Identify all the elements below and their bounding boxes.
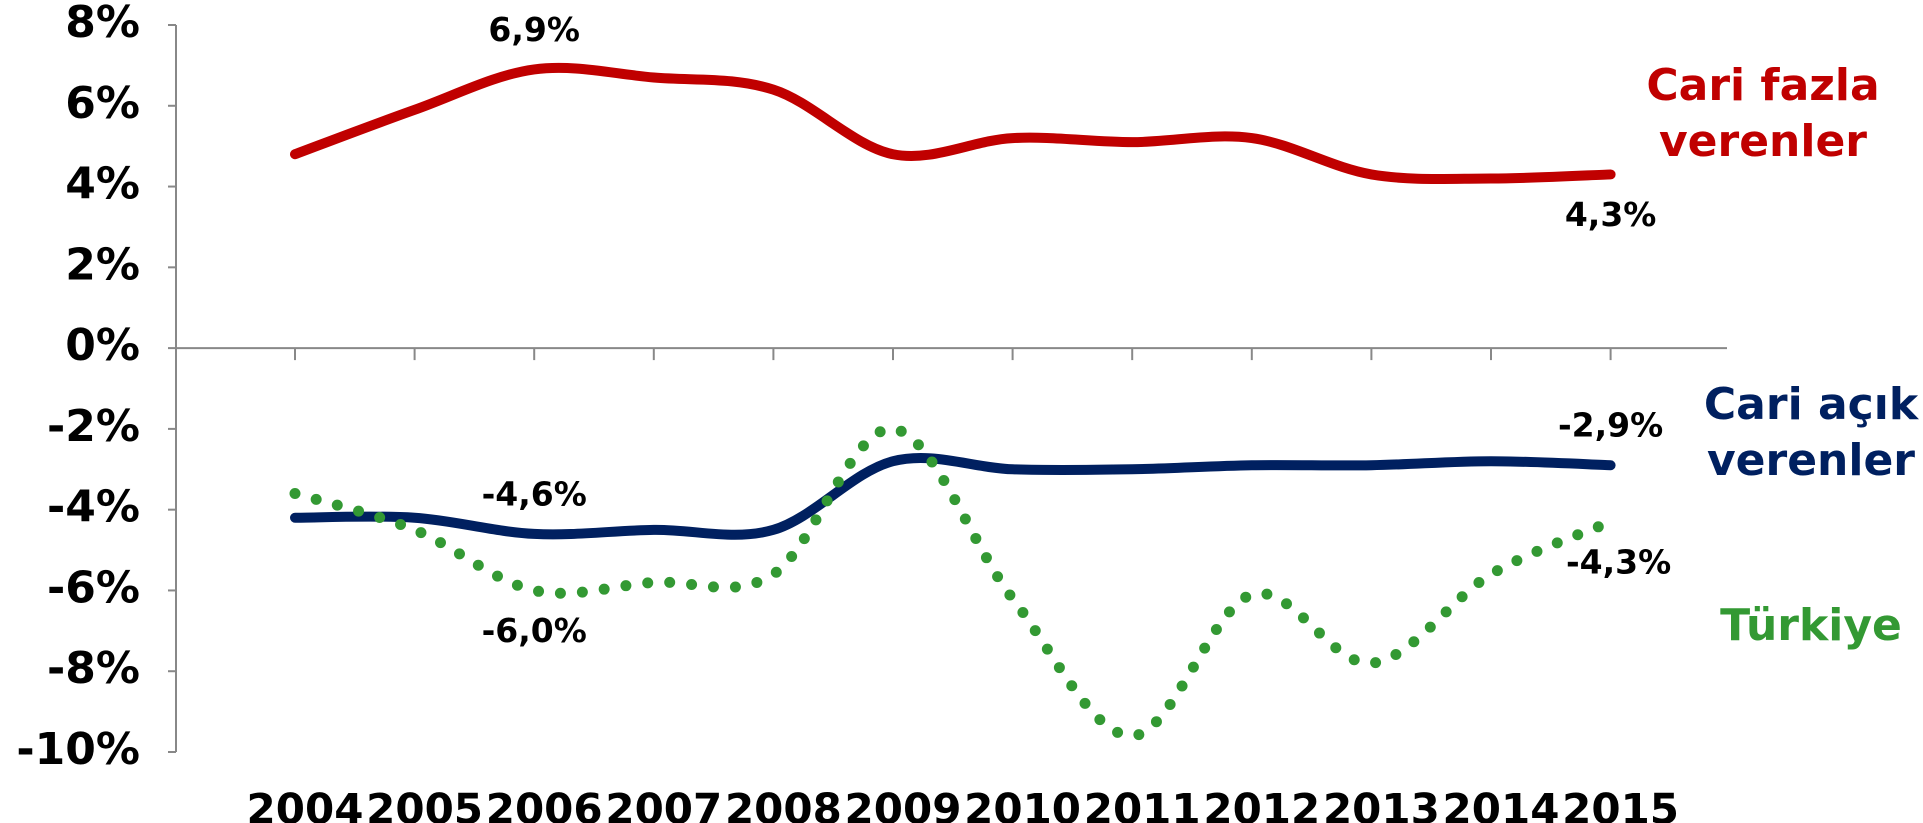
x-tick-label: 2012: [1203, 785, 1320, 823]
x-tick-label: 2015: [1562, 785, 1679, 823]
x-tick-label: 2004: [247, 785, 364, 823]
series-line: [290, 62, 1616, 185]
x-tick-label: 2007: [605, 785, 722, 823]
y-tick-label: 0%: [65, 320, 140, 371]
y-tick-label: -2%: [47, 401, 140, 452]
series-line: [289, 423, 1617, 742]
x-tick-label: 2014: [1443, 785, 1560, 823]
legend-label: Cari açık verenler: [1703, 379, 1919, 486]
data-label: 6,9%: [488, 10, 580, 49]
legend-label: Cari fazla verenler: [1646, 60, 1880, 167]
x-tick-label: 2005: [366, 785, 483, 823]
y-tick-label: 8%: [65, 0, 140, 48]
y-tick-label: -4%: [47, 482, 140, 533]
data-label: -4,3%: [1566, 542, 1671, 581]
x-tick-label: 2009: [845, 785, 962, 823]
x-tick-label: 2013: [1323, 785, 1440, 823]
y-tick-label: -6%: [47, 562, 140, 613]
y-tick-label: 4%: [65, 159, 140, 210]
x-tick-label: 2011: [1084, 785, 1201, 823]
y-tick-label: 6%: [65, 78, 140, 129]
data-label: -6,0%: [482, 611, 587, 650]
data-label: 4,3%: [1565, 195, 1657, 234]
x-tick-label: 2006: [486, 785, 603, 823]
legend-label: Türkiye: [1720, 600, 1902, 651]
y-tick-label: 2%: [65, 239, 140, 290]
y-tick-label: -8%: [47, 643, 140, 694]
data-label: -4,6%: [482, 474, 587, 513]
data-label: -2,9%: [1558, 406, 1663, 445]
y-tick-label: -10%: [16, 724, 140, 775]
x-tick-label: 2008: [725, 785, 842, 823]
x-tick-label: 2010: [964, 785, 1081, 823]
